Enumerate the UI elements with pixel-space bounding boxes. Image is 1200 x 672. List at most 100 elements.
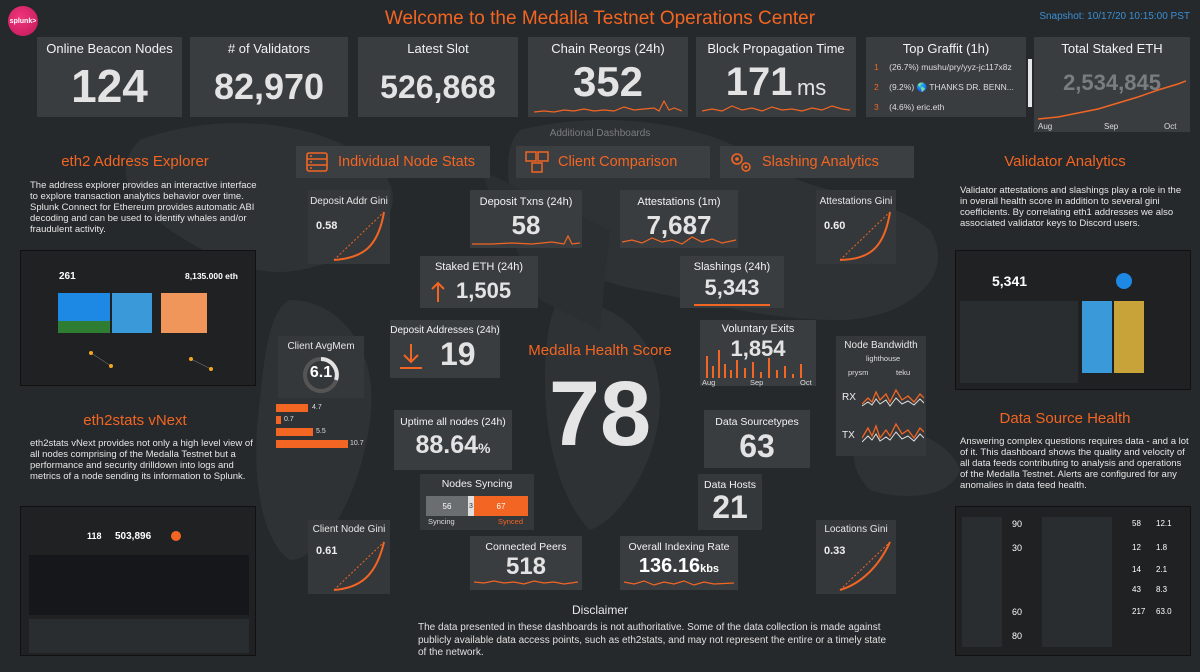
online-nodes-label: Online Beacon Nodes [46,41,173,56]
mem-bar-chart: 4.7 0.7 5.5 10.7 [276,404,372,450]
voluntary-axis-tick: Aug [702,378,716,387]
graffiti-label: Top Graffit (1h) [902,41,990,56]
mem-bar [276,428,313,436]
client-gini-curve [333,541,385,591]
propagation-value: 171 [725,60,793,104]
mem-bar [276,416,281,424]
nodes-syncing-tile[interactable]: Nodes Syncing 56 3 67 Syncing Synced [420,474,534,530]
graffiti-text: (26.7%) mushu/pry/yyz-jc117x8z [889,62,1012,72]
connected-peers-label: Connected Peers [485,541,567,553]
locations-gini-tile[interactable]: Locations Gini 0.33 [816,520,896,594]
syncing-count: 56 [442,501,452,511]
splunk-logo-text: splunk> [9,17,37,25]
staked-axis-tick: Sep [1104,122,1119,131]
uptime-tile[interactable]: Uptime all nodes (24h) 88.64% [394,410,512,470]
deposit-txns-value: 58 [511,210,541,240]
deposit-gini-tile[interactable]: Deposit Addr Gini 0.58 [308,190,390,264]
online-nodes-tile[interactable]: Online Beacon Nodes 124 [37,37,182,117]
thumb-value: 2.1 [1156,565,1168,574]
staked-tile[interactable]: Total Staked ETH 2,534,845 Aug Sep Oct [1028,37,1190,132]
mem-bar-value: 4.7 [312,404,322,411]
uptime-value: 88.64 [415,431,479,459]
graffiti-tile[interactable]: Top Graffit (1h) 1 (26.7%) mushu/pry/yyz… [866,37,1026,117]
voluntary-exits-tile[interactable]: Voluntary Exits 1,854 Aug Sep Oct [700,320,816,387]
splunk-logo[interactable]: splunk> [8,6,38,36]
reorgs-label: Chain Reorgs (24h) [551,41,665,56]
validator-analytics-description: Validator attestations and slashings pla… [960,185,1182,229]
slashing-analytics-button[interactable]: Slashing Analytics [720,146,914,178]
address-explorer-description: The address explorer provides an interac… [30,180,257,235]
graffiti-rank: 1 [874,62,879,72]
mem-bar-value: 0.7 [284,416,294,423]
eth2stats-title[interactable]: eth2stats vNext [83,412,187,429]
bandwidth-legend-client: prysm [848,368,869,377]
staked-eth-24h-tile[interactable]: Staked ETH (24h) 1,505 [420,256,538,308]
indexing-rate-tile[interactable]: Overall Indexing Rate 136.16kbs [620,536,738,590]
synced-legend: Synced [498,517,524,526]
propagation-tile[interactable]: Block Propagation Time 171 ms [696,37,856,117]
graffiti-row[interactable]: 2 (9.2%) 🌎 THANKS DR. BENN... [874,82,1014,93]
client-comparison-button[interactable]: Client Comparison [516,146,710,178]
data-source-health-thumbnail[interactable]: 90 58 12.1 30 12 1.8 14 2.1 43 8.3 60 21… [955,506,1191,656]
thumb-value: 63.0 [1156,607,1172,616]
uptime-unit: % [478,440,491,456]
attestations-gini-label: Attestations Gini [819,196,893,207]
validator-analytics-title[interactable]: Validator Analytics [1004,153,1126,170]
eth2stats-thumbnail[interactable]: 118 503,896 [20,506,256,656]
synced-count: 67 [496,501,506,511]
attestations-gini-tile[interactable]: Attestations Gini 0.60 [816,190,896,264]
thumb-value: 5,341 [992,273,1028,289]
address-explorer-title[interactable]: eth2 Address Explorer [61,153,209,170]
validators-tile[interactable]: # of Validators 82,970 [190,37,348,117]
individual-node-stats-label: Individual Node Stats [338,154,476,170]
reorgs-tile[interactable]: Chain Reorgs (24h) 352 [528,37,688,117]
connected-peers-tile[interactable]: Connected Peers 518 [470,536,582,590]
node-bandwidth-tile[interactable]: Node Bandwidth lighthouse prysm teku RX … [836,336,926,456]
validator-analytics-thumbnail[interactable]: 5,341 [955,250,1191,390]
thumb-value: 80 [1012,631,1023,641]
staked-scrollbar[interactable] [1028,59,1032,107]
data-hosts-tile[interactable]: Data Hosts 21 [698,474,762,530]
client-gini-tile[interactable]: Client Node Gini 0.61 [308,520,390,594]
gears-icon [731,153,751,172]
data-source-health-title[interactable]: Data Source Health [999,410,1131,427]
mem-bar-value: 5.5 [316,428,326,435]
bandwidth-rx-chart [862,388,924,407]
address-explorer-thumbnail[interactable]: 261 8,135.000 eth [20,250,256,386]
voluntary-axis-tick: Oct [800,378,812,387]
health-score-value[interactable]: 78 [548,363,652,465]
thumb-value: 12.1 [1156,519,1172,528]
thumb-value: 12 [1132,543,1141,552]
attestations-tile[interactable]: Attestations (1m) 7,687 [620,190,738,248]
mem-bar [276,440,348,448]
sourcetypes-tile[interactable]: Data Sourcetypes 63 [704,410,810,468]
connected-peers-sparkline [474,580,578,585]
thumb-value: 118 [87,531,102,541]
arrow-down-icon [400,344,422,369]
graffiti-row[interactable]: 1 (26.7%) mushu/pry/yyz-jc117x8z [874,62,1012,72]
reorgs-value: 352 [572,58,644,105]
mem-bar [276,404,308,412]
data-hosts-value: 21 [712,489,748,525]
attestations-gini-value: 0.60 [824,220,846,232]
deposit-addresses-tile[interactable]: Deposit Addresses (24h) 19 [390,320,500,378]
deposit-gini-label: Deposit Addr Gini [310,196,388,207]
deposit-gini-value: 0.58 [316,220,338,232]
slashings-tile[interactable]: Slashings (24h) 5,343 [680,256,784,308]
client-gini-label: Client Node Gini [312,524,386,535]
indexing-rate-unit: kbs [700,563,720,575]
latest-slot-tile[interactable]: Latest Slot 526,868 [358,37,518,117]
health-score-label: Medalla Health Score [528,342,672,359]
validators-value: 82,970 [213,66,325,107]
client-avgmem-gauge [303,357,339,393]
deposit-txns-tile[interactable]: Deposit Txns (24h) 58 [470,190,582,248]
server-icon [306,152,328,172]
thumb-value: 8.3 [1156,585,1168,594]
indexing-rate-sparkline [624,580,734,586]
individual-node-stats-button[interactable]: Individual Node Stats [296,146,490,178]
graffiti-row[interactable]: 3 (4.6%) eric.eth [874,102,944,112]
client-avgmem-tile[interactable]: Client AvgMem 6.1 [278,336,364,398]
graffiti-rank: 3 [874,102,879,112]
propagation-sparkline [702,105,850,112]
slashing-analytics-label: Slashing Analytics [762,154,879,170]
